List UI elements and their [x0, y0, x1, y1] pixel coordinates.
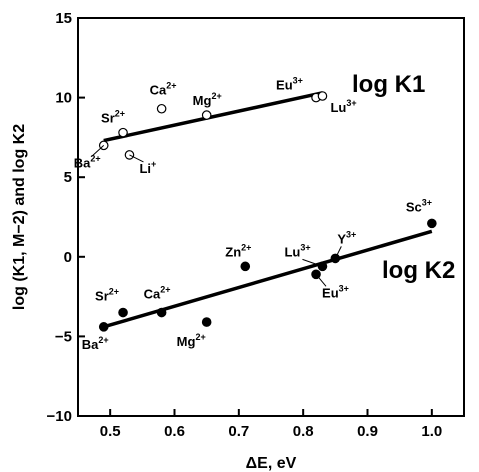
point-mg-k1	[201, 110, 212, 120]
point-label-zn-k2: Zn2+	[225, 242, 251, 259]
point-y-k2	[330, 253, 341, 264]
point-zn-k2	[240, 261, 251, 272]
point-label-eu-k2: Eu3+	[322, 283, 349, 300]
series-label-log-k1: log K1	[352, 71, 425, 98]
y-axis-title: log (K1, M−2) and log K2	[11, 124, 28, 310]
point-label-eu-k1: Eu3+	[276, 76, 303, 93]
y-tick-label: 5	[64, 169, 72, 186]
label-leader	[334, 246, 342, 259]
point-label-sr-k1: Sr2+	[101, 109, 125, 126]
x-tick-label: 0.5	[100, 423, 121, 440]
point-label-ca-k2: Ca2+	[144, 285, 171, 302]
ticks: 0.5 0.6 0.7 0.8 0.9 1.0 −10 −5 0 5 10 15	[47, 10, 443, 440]
y-tick-label: 15	[55, 10, 72, 27]
point-label-lu-k2: Lu3+	[284, 242, 310, 259]
label-leader	[315, 273, 327, 287]
label-leader	[129, 154, 144, 163]
point-label-ba-k1: Ba2+	[74, 153, 101, 170]
point-label-sc-k2: Sc3+	[406, 197, 432, 214]
point-label-ca-k1: Ca2+	[150, 81, 177, 98]
fit-line-series-1	[103, 91, 323, 143]
x-axis-title: ΔE, eV	[246, 455, 297, 472]
point-mg-k2	[201, 317, 212, 327]
point-ca-k1	[156, 103, 167, 114]
x-tick-label: 0.9	[357, 423, 378, 440]
y-tick-label: 10	[55, 90, 72, 107]
label-leader	[302, 258, 323, 267]
point-label-lu-k1: Lu3+	[330, 98, 356, 115]
point-lu-k1	[317, 91, 328, 101]
point-sr-k2	[118, 307, 128, 318]
label-leader	[91, 144, 105, 157]
x-tick-label: 1.0	[421, 423, 442, 440]
point-labels: Ba2+ Sr2+ Li+ Ca2+ Mg2+ Eu3+ Lu3+ Ba2+ Sr2+ Ca2+ M…	[74, 76, 432, 352]
y-tick-label: −10	[47, 408, 72, 425]
point-label-mg-k1: Mg2+	[193, 91, 222, 108]
x-tick-label: 0.7	[228, 423, 249, 440]
point-label-y-k2: Y3+	[337, 229, 356, 246]
y-tick-label: 0	[64, 249, 72, 266]
point-sc-k2	[427, 218, 437, 229]
point-ca-k2	[156, 307, 167, 318]
y-tick-label: −5	[55, 328, 72, 345]
point-label-li-k1: Li+	[139, 159, 156, 176]
plot-frame	[77, 17, 465, 417]
point-label-sr-k2: Sr2+	[95, 287, 119, 304]
point-ba-k2	[98, 322, 109, 332]
series-label-log-k2: log K2	[382, 257, 455, 284]
point-sr-k1	[118, 127, 128, 138]
x-tick-label: 0.8	[293, 423, 314, 440]
point-label-ba-k2: Ba2+	[82, 335, 109, 352]
x-tick-label: 0.6	[164, 423, 185, 440]
point-label-mg-k2: Mg2+	[177, 332, 206, 349]
